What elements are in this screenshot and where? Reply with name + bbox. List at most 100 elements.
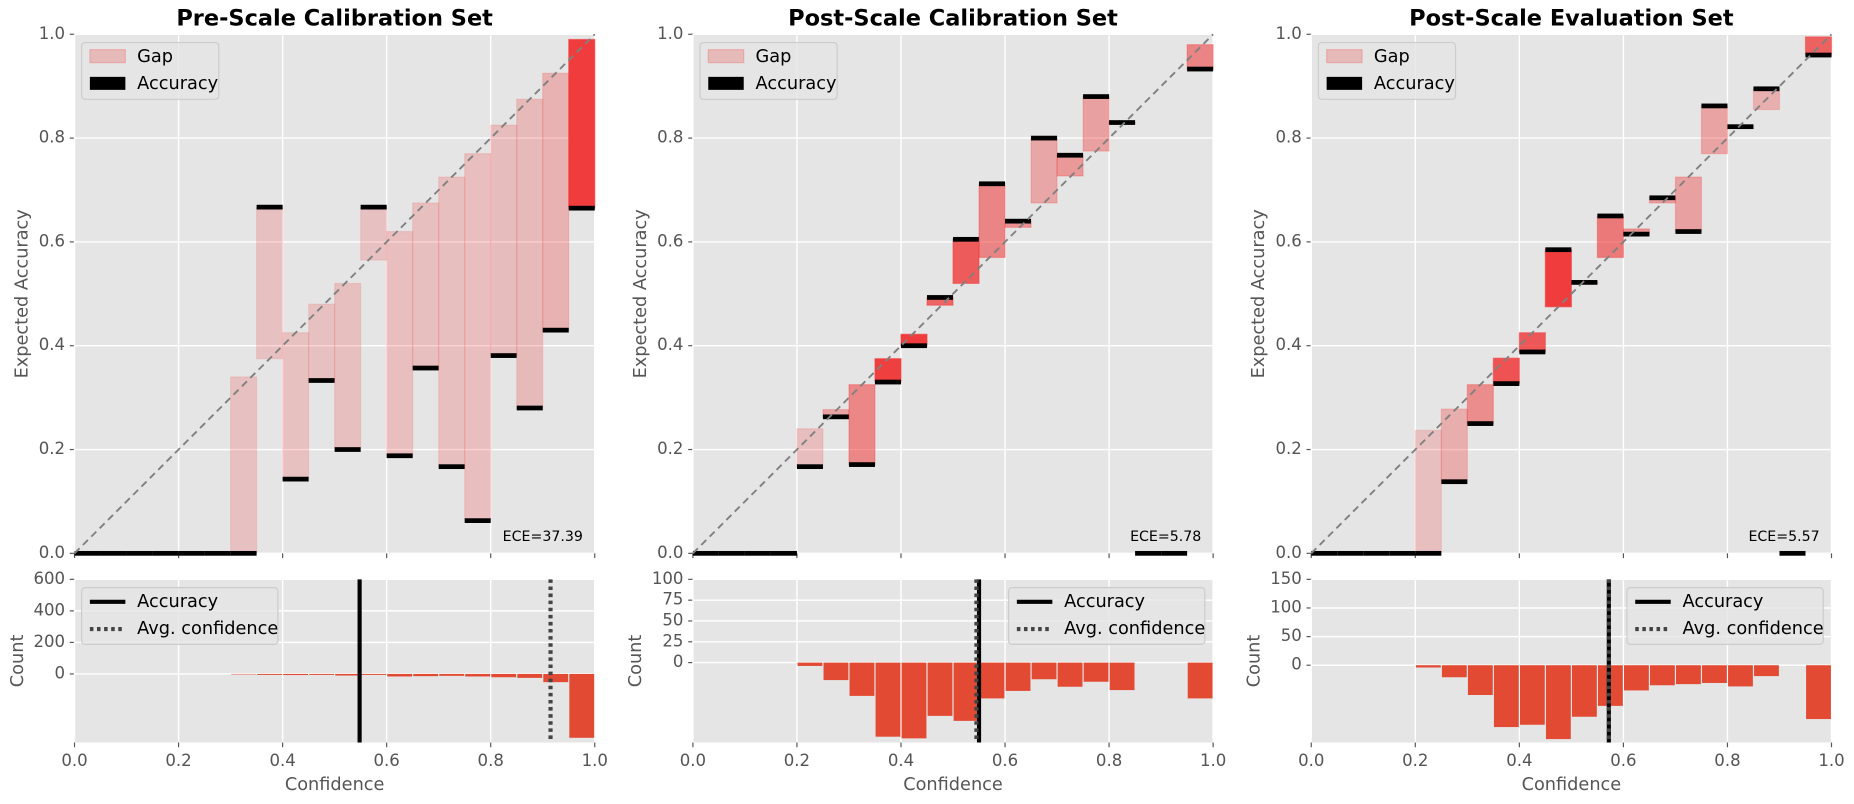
count-bar [1493,665,1519,728]
legend-swatch [1326,49,1363,64]
gap-bar [568,38,596,209]
gap-bar [542,72,570,331]
accuracy-bar [1109,120,1136,125]
y-tick-label: 0 [55,663,66,682]
accuracy-bar [1083,94,1110,99]
y-tick-label: 0.2 [1275,439,1301,458]
accuracy-bar [308,378,335,383]
legend-label: Gap [1374,47,1410,67]
legend-label: Accuracy [1374,74,1455,94]
count-bar [413,673,439,677]
count-bar [1728,665,1753,687]
x-tick-label: 0.4 [888,751,914,770]
gap-bar [1492,357,1520,385]
accuracy-bar [953,236,980,242]
accuracy-bar [1571,280,1598,285]
count-bar [1005,662,1031,691]
accuracy-bar [900,343,927,349]
y-tick-label: 200 [33,632,65,651]
count-bar [875,662,901,737]
count-bar [257,673,283,675]
gap-bar [438,176,466,468]
count-bar [1702,665,1727,683]
diagonal-reference [692,33,1214,555]
chart-title: Pre-Scale Calibration Set [176,5,493,31]
accuracy-bar [1057,152,1084,158]
y-tick-label: 0.6 [1275,231,1301,250]
gap-bar [1700,105,1729,155]
accuracy-bar [1337,550,1364,556]
accuracy-bar [1753,86,1780,92]
accuracy-bar [1467,421,1494,426]
y-axis-label: Count [626,635,646,688]
y-tick-label: 0.2 [657,439,683,458]
y-tick-label: 600 [33,569,65,588]
y-tick-label: 50 [1281,626,1302,645]
count-bar [1623,665,1649,691]
count-bar [1057,662,1083,687]
count-bar [1650,665,1675,686]
count-bar [1519,665,1545,725]
x-tick-label: 1.0 [1200,751,1226,770]
gap-bar [1056,154,1084,177]
x-tick-label: 0.6 [374,751,400,770]
y-tick-label: 75 [662,590,683,609]
y-tick-label: 0.0 [657,543,683,562]
accuracy-bar [1519,349,1546,355]
accuracy-bar [568,205,595,211]
legend-swatch [1326,76,1363,90]
gap-bar [1030,137,1058,204]
x-tick-label: 1.0 [1818,751,1844,770]
accuracy-bar [770,550,797,556]
y-tick-label: 0.0 [1275,543,1301,562]
accuracy-bar [874,379,901,385]
y-axis-label: Count [1245,635,1265,688]
count-bar [1031,662,1057,680]
count-bar [1676,665,1701,685]
accuracy-bar [1363,550,1390,556]
legend-swatch [708,76,744,90]
accuracy-bar [490,353,517,358]
gap-bar [1414,429,1442,554]
accuracy-bar [1493,381,1520,386]
accuracy-bar [796,464,823,470]
y-tick-label: 100 [1270,597,1302,616]
gap-bar [1804,36,1833,56]
gap-bar [490,124,518,357]
legend-swatch [89,49,126,64]
accuracy-bar [152,550,179,556]
legend-swatch [707,49,745,64]
accuracy-bar [1311,550,1338,556]
count-bar [927,662,953,716]
legend-box [1626,587,1824,645]
accuracy-bar [692,550,719,556]
y-tick-label: 50 [662,610,683,629]
chart-title: Post-Scale Evaluation Set [1409,5,1734,31]
accuracy-bar [1779,550,1806,556]
accuracy-bar [438,464,465,470]
accuracy-bar [360,204,387,210]
y-tick-label: 0.6 [657,231,683,250]
legend-box [1007,587,1206,645]
count-bar [543,673,569,683]
accuracy-bar [744,550,771,556]
x-tick-label: 0.6 [1610,751,1636,770]
count-bar [1187,662,1213,699]
count-bar [1571,665,1597,717]
count-bar [901,662,927,739]
count-bar [849,662,875,696]
gap-bar [282,332,310,480]
accuracy-bar [1135,550,1162,556]
y-axis-label: Count [8,635,28,688]
y-tick-label: 1.0 [39,24,65,43]
ece-annotation: ECE=5.78 [1130,529,1201,545]
gap-bar [230,376,258,554]
y-tick-label: 0.6 [39,231,65,250]
x-tick-label: 0.4 [1506,751,1532,770]
count-bar [1545,665,1571,740]
accuracy-bar [256,204,283,210]
gap-bar [360,206,388,261]
y-tick-label: 0 [673,652,684,671]
count-bar [517,673,543,678]
